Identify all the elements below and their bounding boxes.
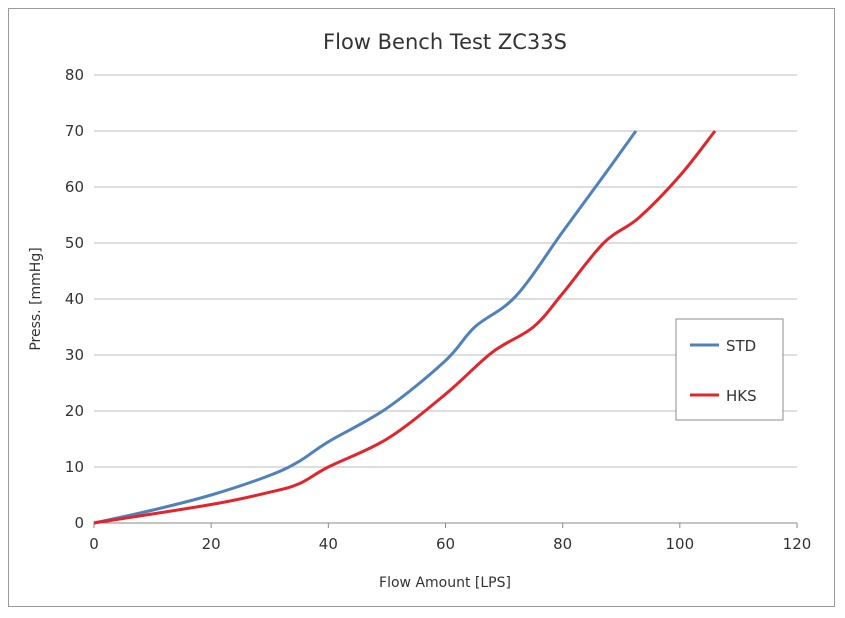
y-tick-label: 80: [65, 66, 84, 84]
y-tick-label: 20: [65, 402, 84, 420]
x-tick-label: 0: [89, 535, 99, 553]
y-tick-label: 50: [65, 234, 84, 252]
series-line-hks: [93, 130, 717, 525]
chart-frame: [8, 8, 835, 607]
legend-label-hks: HKS: [726, 387, 757, 405]
y-tick-label: 0: [74, 514, 84, 532]
y-tick-label: 10: [65, 458, 84, 476]
y-tick-label: 60: [65, 178, 84, 196]
legend: STD HKS: [675, 318, 784, 421]
x-tick-label: 40: [319, 535, 338, 553]
x-tick-label: 20: [202, 535, 221, 553]
legend-label-std: STD: [726, 337, 756, 355]
x-tick-label: 80: [553, 535, 572, 553]
y-tick-label: 30: [65, 346, 84, 364]
x-tick-label: 120: [783, 535, 812, 553]
x-tick-label: 100: [666, 535, 695, 553]
chart-title: Flow Bench Test ZC33S: [323, 30, 567, 54]
x-axis-label: Flow Amount [LPS]: [379, 575, 511, 591]
y-tick-label: 40: [65, 290, 84, 308]
y-tick-label: 70: [65, 122, 84, 140]
x-tick-label: 60: [436, 535, 455, 553]
legend-box: [675, 318, 784, 421]
series-line-std: [93, 130, 638, 525]
y-axis-label: Press. [mmHg]: [28, 247, 44, 350]
